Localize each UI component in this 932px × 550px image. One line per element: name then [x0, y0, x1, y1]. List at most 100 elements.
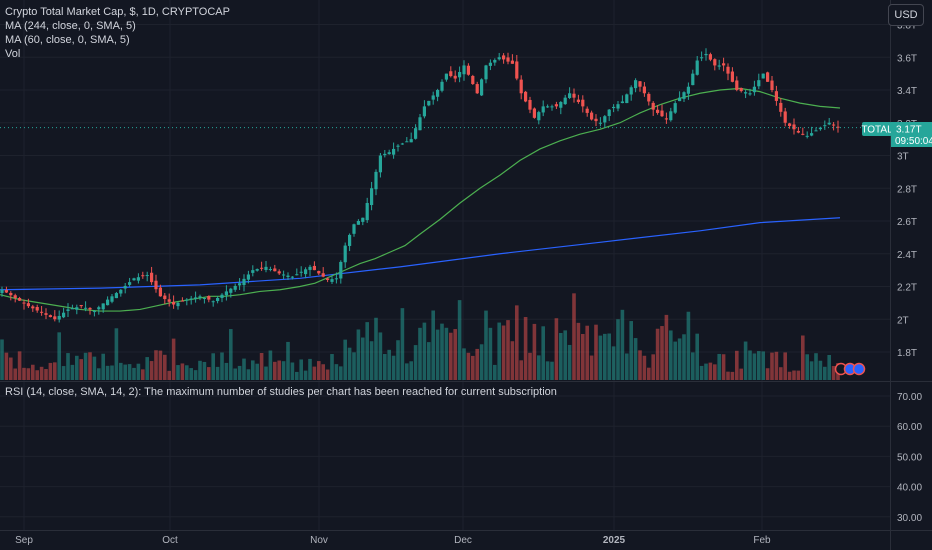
- volume-bar: [325, 369, 330, 380]
- volume-bar: [440, 323, 444, 380]
- candle-body: [356, 221, 360, 225]
- volume-bar: [145, 357, 149, 380]
- candle-body: [686, 86, 690, 94]
- volume-bar: [629, 321, 633, 380]
- volume-bar: [273, 361, 277, 380]
- candle-body: [792, 124, 796, 130]
- volume-bar: [264, 366, 268, 380]
- candle-body: [484, 65, 488, 80]
- candle-body: [695, 60, 699, 75]
- volume-bar: [61, 366, 66, 380]
- volume-bar: [686, 311, 691, 380]
- candle-body: [528, 99, 532, 110]
- price-axis-label: 3T: [897, 152, 909, 163]
- legend-ma-60[interactable]: MA (60, close, 0, SMA, 5): [5, 34, 130, 46]
- volume-bar: [193, 370, 198, 380]
- candle-body: [444, 73, 448, 80]
- volume-bar: [233, 368, 237, 380]
- candle-body: [110, 296, 114, 302]
- legend-ma-244[interactable]: MA (244, close, 0, SMA, 5): [5, 20, 136, 32]
- time-axis[interactable]: Sep Oct Nov Dec 2025 Feb: [15, 535, 771, 546]
- volume-bar: [321, 364, 325, 380]
- candle-body: [260, 267, 264, 269]
- legend-title[interactable]: Crypto Total Market Cap, $, 1D, CRYPTOCA…: [5, 6, 230, 18]
- price-tag-bg: [891, 122, 932, 147]
- price-axis-label: 2.8T: [897, 184, 917, 195]
- event-markers[interactable]: [834, 362, 866, 376]
- candle-body: [541, 106, 545, 113]
- volume-bar: [13, 368, 17, 380]
- candle-body: [53, 316, 57, 320]
- candle-body: [282, 274, 286, 276]
- currency-button[interactable]: USD: [888, 4, 924, 26]
- volume-bar: [739, 368, 743, 380]
- candle-body: [114, 293, 118, 299]
- volume-bar: [735, 350, 739, 380]
- volume-bar: [141, 369, 145, 380]
- candle-body: [189, 298, 193, 300]
- candle-body: [651, 102, 655, 110]
- volume-bar: [295, 371, 299, 380]
- volume-bar: [88, 352, 92, 380]
- candle-body: [704, 53, 708, 56]
- candle-body: [739, 87, 743, 92]
- volume-bar: [422, 322, 427, 380]
- candle-body: [264, 266, 268, 270]
- volume-bar: [765, 368, 770, 380]
- candle-body: [57, 315, 61, 320]
- ma-244-line: [0, 217, 841, 291]
- volume-bar: [383, 354, 387, 380]
- rsi-axis[interactable]: 70.00 60.00 50.00 40.00 30.00: [897, 392, 922, 524]
- legend-volume[interactable]: Vol: [5, 48, 21, 60]
- rsi-axis-label: 70.00: [897, 392, 922, 403]
- candle-body: [35, 306, 39, 311]
- candle-body: [691, 73, 695, 86]
- volume-bar: [501, 325, 506, 380]
- candle-body: [453, 75, 457, 79]
- volume-bar: [149, 361, 154, 380]
- candle-body: [396, 145, 400, 147]
- volume-bar: [9, 357, 13, 380]
- candle-body: [392, 148, 396, 155]
- candle-body: [647, 93, 651, 102]
- volume-bar: [35, 370, 39, 380]
- volume-bar: [809, 361, 814, 380]
- candle-body: [757, 80, 761, 87]
- candle-body: [766, 72, 770, 82]
- candle-body: [207, 295, 211, 300]
- ma-244-path: [0, 217, 841, 291]
- volume-bar: [537, 355, 541, 380]
- candle-body: [176, 302, 180, 307]
- price-axis-label: 2.2T: [897, 283, 917, 294]
- volume-bar: [726, 371, 730, 380]
- candle-body: [669, 111, 673, 121]
- volume-bar: [303, 370, 308, 380]
- candle-body: [26, 303, 30, 307]
- candle-body: [321, 273, 325, 277]
- volume-bar: [721, 354, 726, 380]
- candle-body: [788, 123, 792, 127]
- candle-body: [673, 103, 677, 113]
- volume-bar: [387, 349, 391, 380]
- volume-bar: [374, 317, 378, 380]
- flag-icon[interactable]: [852, 362, 866, 376]
- volume-bar: [616, 319, 620, 380]
- volume-bar: [563, 330, 567, 380]
- candle-body: [150, 272, 154, 283]
- candle-body: [563, 97, 567, 105]
- candle-body: [449, 71, 453, 77]
- volume-bar: [757, 351, 761, 380]
- volume-bar: [515, 305, 519, 380]
- volume-bar: [268, 350, 273, 380]
- volume-bars: [0, 293, 840, 380]
- volume-bar: [528, 352, 532, 380]
- volume-bar: [180, 363, 185, 380]
- candle-body: [625, 94, 629, 104]
- volume-bar: [567, 344, 572, 380]
- volume-bar: [26, 368, 31, 380]
- volume-bar: [717, 353, 721, 380]
- volume-bar: [220, 352, 224, 380]
- volume-bar: [163, 354, 167, 380]
- candle-body: [471, 75, 475, 84]
